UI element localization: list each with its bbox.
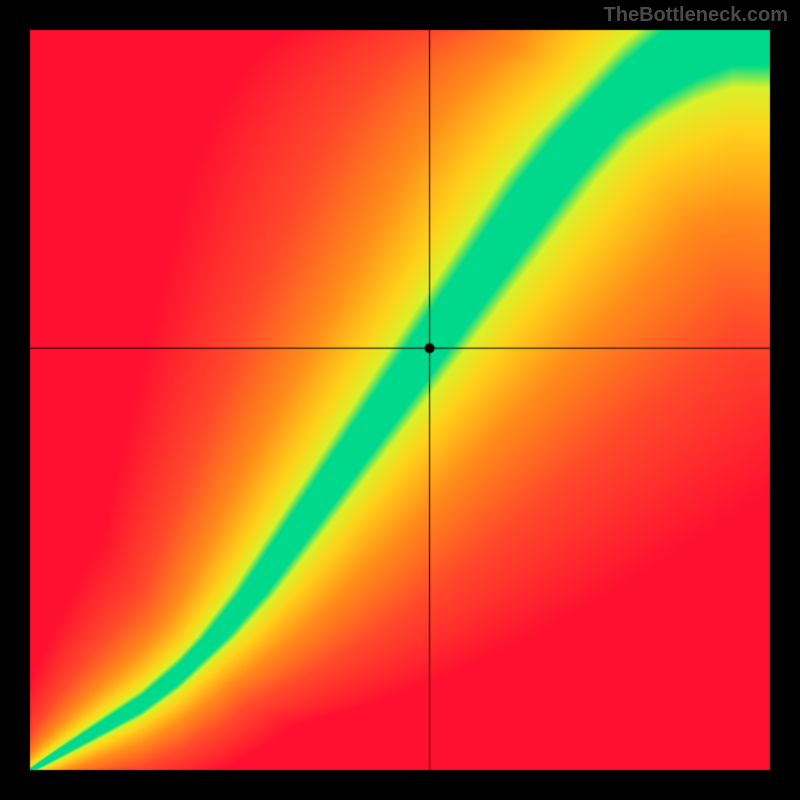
heatmap-canvas xyxy=(0,0,800,800)
chart-container: TheBottleneck.com xyxy=(0,0,800,800)
watermark-text: TheBottleneck.com xyxy=(604,4,788,27)
